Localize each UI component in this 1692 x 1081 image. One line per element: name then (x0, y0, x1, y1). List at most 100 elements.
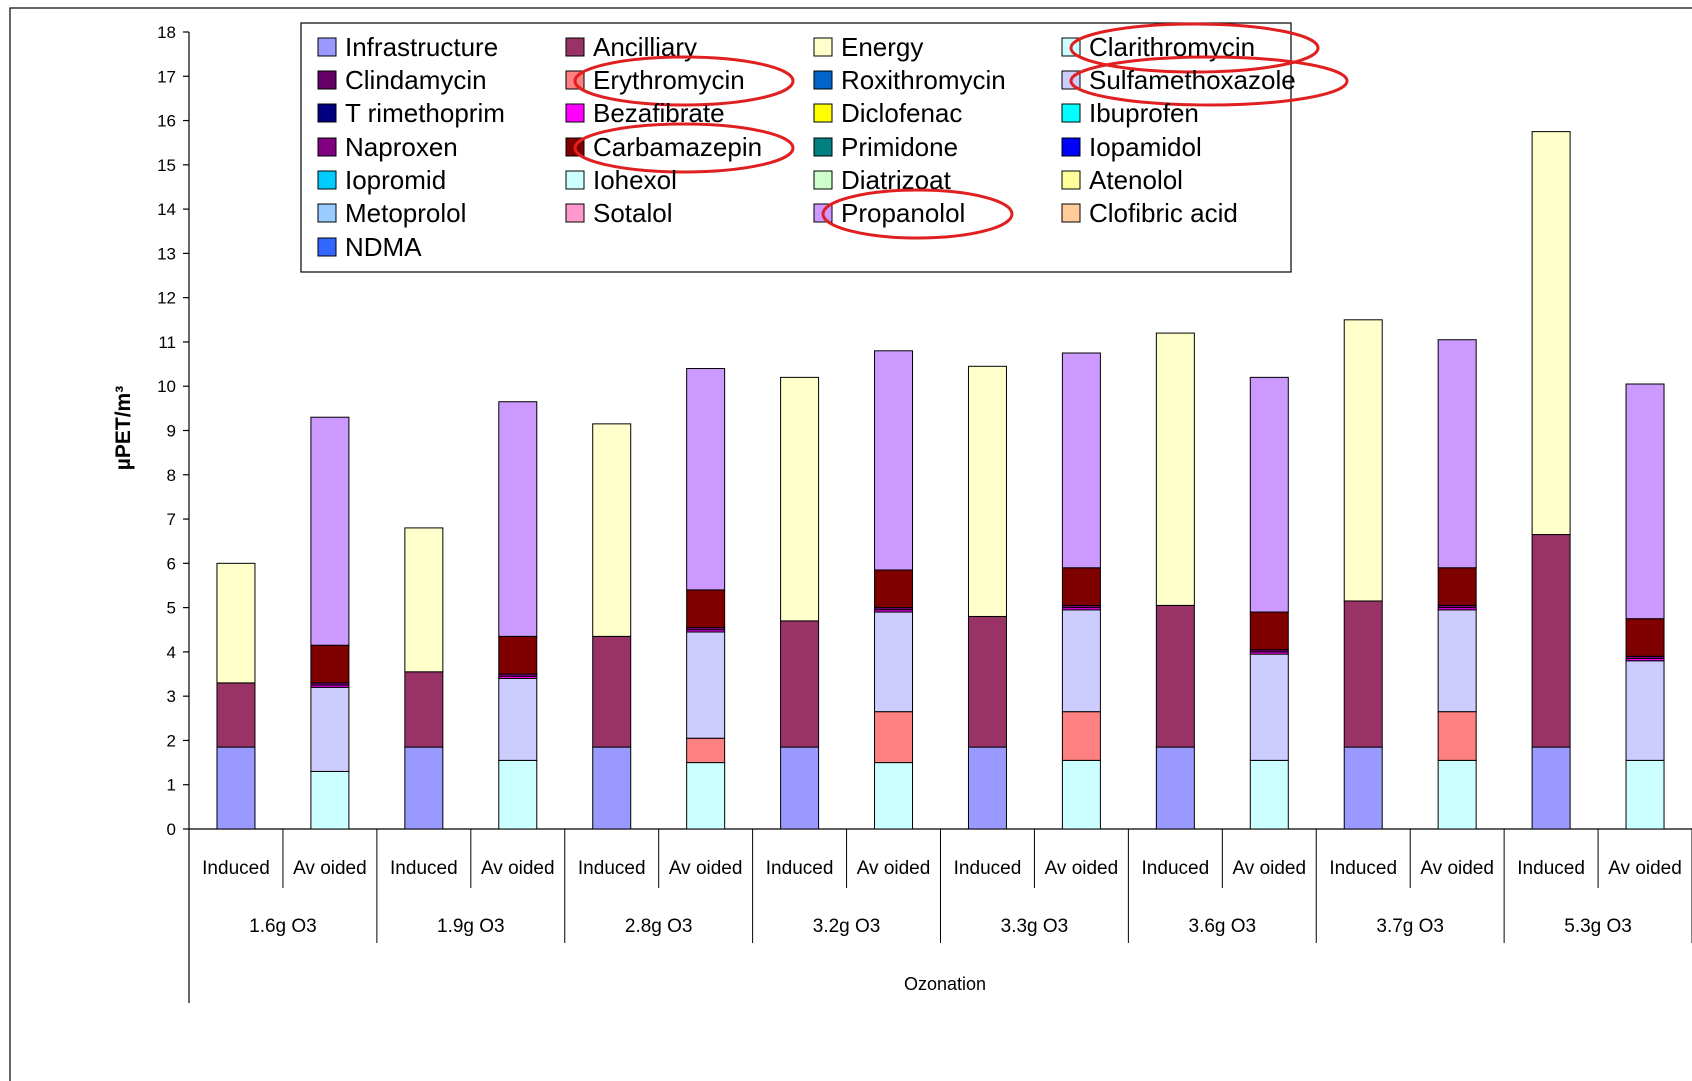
bar-segment (217, 747, 255, 829)
bar-segment (1062, 353, 1100, 568)
legend-entry-label: Clofibric acid (1089, 198, 1238, 228)
x-subcategory-label: Induced (954, 858, 1022, 879)
legend-swatch (814, 71, 832, 89)
legend-swatch (318, 138, 336, 156)
y-tick-label: 5 (167, 599, 176, 618)
legend-swatch (566, 204, 584, 222)
bar-segment (1438, 760, 1476, 829)
x-subcategory-label: Av oided (1420, 858, 1494, 879)
bar-segment (1062, 712, 1100, 761)
bar-segment (875, 763, 913, 829)
x-subcategory-label: Av oided (293, 858, 367, 879)
bar-segment (499, 636, 537, 674)
bar-segment (499, 402, 537, 637)
y-axis-label: µPET/m³ (112, 386, 135, 470)
bar-segment (1156, 605, 1194, 747)
y-tick-label: 7 (167, 510, 176, 529)
bar-segment (593, 636, 631, 747)
bar-segment (311, 645, 349, 683)
legend-swatch (318, 171, 336, 189)
x-subcategory-label: Induced (1517, 858, 1585, 879)
y-tick-label: 14 (157, 200, 176, 219)
legend-swatch (814, 38, 832, 56)
bar-segment (1250, 612, 1288, 650)
x-subcategory-label: Av oided (669, 858, 743, 879)
bar-segment (1532, 535, 1570, 748)
y-tick-label: 13 (157, 244, 176, 263)
legend-entry-label: NDMA (345, 232, 422, 262)
y-tick-label: 17 (157, 67, 176, 86)
x-subcategory-label: Av oided (1608, 858, 1682, 879)
y-tick-label: 2 (167, 731, 176, 750)
legend-entry-label: Sulfamethoxazole (1089, 65, 1296, 95)
bar-segment (687, 763, 725, 829)
x-subcategory-label: Induced (390, 858, 458, 879)
bar-segment (405, 672, 443, 747)
bar-segment (1626, 384, 1664, 619)
legend-swatch (566, 104, 584, 122)
legend-swatch (814, 171, 832, 189)
y-tick-label: 12 (157, 289, 176, 308)
bar-segment (1438, 568, 1476, 606)
legend-entry-label: Ibuprofen (1089, 98, 1199, 128)
bar-segment (1062, 760, 1100, 829)
x-subcategory-label: Av oided (857, 858, 931, 879)
legend-swatch (318, 238, 336, 256)
y-tick-label: 15 (157, 156, 176, 175)
x-group-label: 3.2g O3 (813, 916, 881, 937)
bar-segment (499, 678, 537, 760)
legend-entry-label: Clindamycin (345, 65, 487, 95)
bar-segment (1532, 747, 1570, 829)
legend-entry-label: Metoprolol (345, 198, 466, 228)
bar-segment (499, 760, 537, 829)
x-group-label: 3.6g O3 (1189, 916, 1257, 937)
bar-segment (1438, 610, 1476, 712)
legend-swatch (566, 171, 584, 189)
bar-segment (1062, 610, 1100, 712)
x-group-label: 1.6g O3 (249, 916, 317, 937)
x-group-label: 2.8g O3 (625, 916, 693, 937)
legend-entry-label: Carbamazepin (593, 132, 762, 162)
bar-segment (1250, 654, 1288, 760)
legend-entry-label: Iopamidol (1089, 132, 1202, 162)
legend-entry-label: Infrastructure (345, 32, 498, 62)
y-tick-label: 6 (167, 554, 176, 573)
bar-segment (687, 632, 725, 738)
bar-segment (687, 590, 725, 628)
legend-swatch (318, 38, 336, 56)
y-tick-label: 1 (167, 776, 176, 795)
bar-segment (687, 369, 725, 590)
y-tick-label: 11 (158, 333, 176, 352)
legend-swatch (318, 71, 336, 89)
legend-entry-label: Erythromycin (593, 65, 745, 95)
bar-segment (1438, 712, 1476, 761)
bar-segment (781, 377, 819, 621)
legend-entry-label: T rimethoprim (345, 98, 505, 128)
legend-swatch (1062, 104, 1080, 122)
x-group-label: 5.3g O3 (1564, 916, 1632, 937)
legend-swatch (318, 104, 336, 122)
legend-swatch (1062, 204, 1080, 222)
bar-segment (405, 528, 443, 672)
bar-segment (1250, 760, 1288, 829)
bar-segment (968, 616, 1006, 747)
bar-segment (1344, 320, 1382, 601)
bar-segment (1438, 340, 1476, 568)
bar-segment (1344, 747, 1382, 829)
x-group-label: 1.9g O3 (437, 916, 505, 937)
bar-segment (1626, 619, 1664, 657)
legend-entry-label: Atenolol (1089, 165, 1183, 195)
legend-entry-label: Roxithromycin (841, 65, 1006, 95)
y-tick-label: 16 (157, 112, 176, 131)
y-tick-label: 9 (167, 422, 176, 441)
legend-swatch (318, 204, 336, 222)
bar-segment (875, 570, 913, 608)
legend: Infrastructure Ancilliary Energy Clarithrom… (301, 23, 1347, 272)
bar-segment (593, 747, 631, 829)
legend-swatch (1062, 138, 1080, 156)
x-subcategory-label: Av oided (1232, 858, 1306, 879)
bar-segment (781, 747, 819, 829)
x-subcategory-label: Av oided (1045, 858, 1119, 879)
x-subcategory-label: Induced (578, 858, 646, 879)
